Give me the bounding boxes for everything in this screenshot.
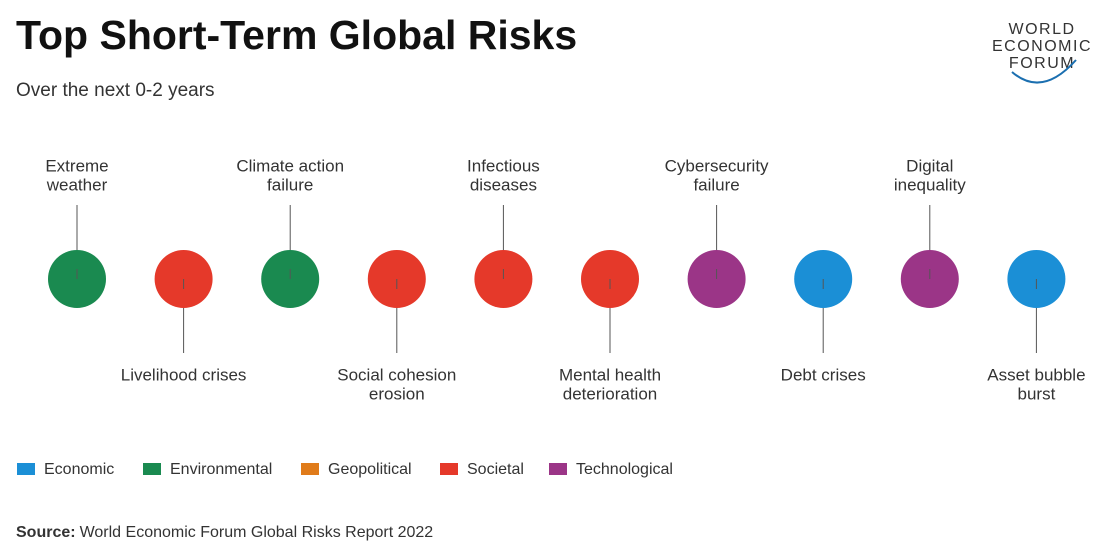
source-text: World Economic Forum Global Risks Report… xyxy=(80,524,434,541)
logo-line: FORUM xyxy=(1009,55,1075,72)
risk-label: diseases xyxy=(470,175,537,194)
risk-label: Mental health xyxy=(559,365,661,384)
risk-label: Livelihood crises xyxy=(121,365,247,384)
risk-label: weather xyxy=(46,175,108,194)
legend-swatch xyxy=(17,463,35,475)
logo-line: ECONOMIC xyxy=(992,38,1092,55)
legend-label: Geopolitical xyxy=(328,461,412,478)
logo-arc xyxy=(1011,59,1077,84)
legend-label: Economic xyxy=(44,461,114,478)
legend-swatch xyxy=(301,463,319,475)
risk-label: Extreme xyxy=(45,156,108,175)
risk-label: failure xyxy=(693,175,739,194)
source-label: Source: xyxy=(16,524,76,541)
risk-label: burst xyxy=(1018,384,1056,403)
legend-swatch xyxy=(549,463,567,475)
legend-swatch xyxy=(143,463,161,475)
risk-label: Cybersecurity xyxy=(665,156,769,175)
risk-label: deterioration xyxy=(563,384,658,403)
legend-label: Environmental xyxy=(170,461,272,478)
logo: WORLD ECONOMIC FORUM xyxy=(992,21,1092,84)
risk-label: Infectious xyxy=(467,156,540,175)
risk-label: erosion xyxy=(369,384,425,403)
risk-label: inequality xyxy=(894,175,966,194)
legend-label: Societal xyxy=(467,461,524,478)
logo-line: WORLD xyxy=(1008,21,1075,38)
legend-label: Technological xyxy=(576,461,673,478)
risk-label: Climate action xyxy=(236,156,344,175)
legend-swatch xyxy=(440,463,458,475)
title: Top Short-Term Global Risks xyxy=(16,12,577,58)
risk-label: failure xyxy=(267,175,313,194)
risk-label: Social cohesion xyxy=(337,365,456,384)
subtitle: Over the next 0-2 years xyxy=(16,80,215,101)
risk-label: Digital xyxy=(906,156,953,175)
source: Source: World Economic Forum Global Risks… xyxy=(16,524,433,541)
risk-label: Asset bubble xyxy=(987,365,1085,384)
risk-label: Debt crises xyxy=(781,365,866,384)
